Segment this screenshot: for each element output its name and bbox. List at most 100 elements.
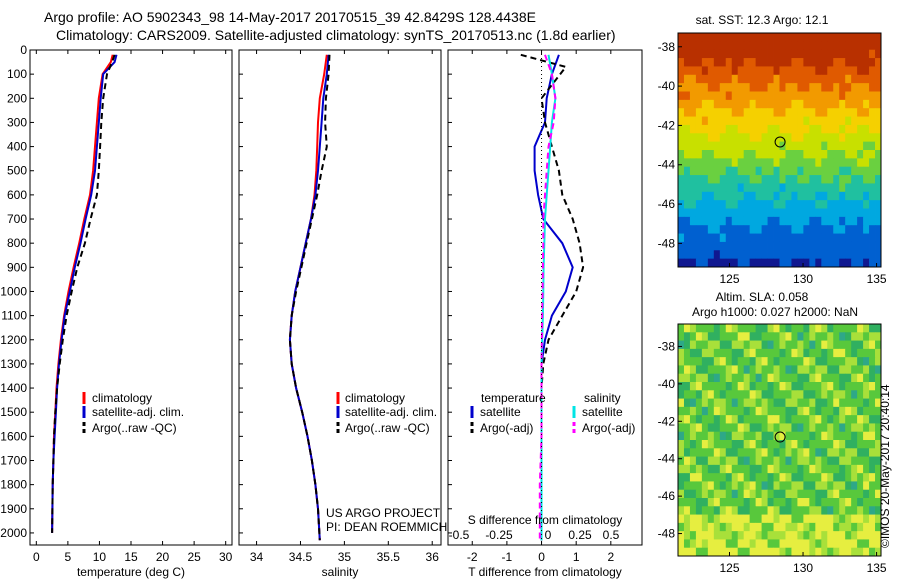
sst_map-cell — [755, 66, 762, 76]
sst_map-cell — [791, 208, 798, 218]
sst_map-cell — [719, 150, 727, 159]
sst_map-cell — [767, 191, 774, 201]
sla_map-cell — [743, 464, 751, 474]
sst_map-cell — [773, 66, 780, 76]
sla_map-cell — [809, 365, 816, 375]
sst_map-cell — [719, 66, 727, 76]
sla_map-cell — [719, 448, 727, 457]
sst_map-cell — [779, 191, 786, 201]
sst_map-cell — [875, 141, 882, 151]
sst_map-cell — [869, 216, 876, 226]
sla_map-cell — [869, 506, 876, 515]
sla_map-cell — [773, 324, 780, 333]
sla_map-cell — [773, 398, 780, 408]
sla_map-cell — [678, 448, 685, 457]
sst_map-ytick-label: -40 — [658, 79, 676, 93]
sst_map-cell — [749, 258, 757, 268]
sla_map-cell — [725, 423, 733, 433]
sla_map-cell — [761, 498, 768, 507]
sst_map-cell — [779, 91, 786, 101]
sla_map-cell — [785, 531, 792, 540]
sla_map-cell — [749, 415, 757, 424]
sst_map-cell — [719, 200, 727, 209]
sst_map-cell — [809, 258, 816, 268]
sst_map-cell — [845, 233, 852, 243]
sla_map-ytick-label: -46 — [658, 489, 676, 503]
sla_map-cell — [791, 324, 798, 333]
sla_map-cell — [761, 489, 768, 499]
sst_map-cell — [701, 258, 709, 268]
sla_map-cell — [791, 357, 798, 366]
sla_map-cell — [827, 547, 834, 557]
sla_map-cell — [779, 522, 786, 532]
sst_map-cell — [815, 74, 822, 84]
sla_map-cell — [761, 332, 768, 341]
sst_map-cell — [797, 33, 804, 42]
sla_map-cell — [785, 506, 792, 515]
sla_map-cell — [779, 406, 786, 416]
sst_map-cell — [821, 99, 828, 109]
sla_map-cell — [689, 514, 697, 524]
sla_map-cell — [725, 547, 733, 557]
sla_map-cell — [749, 398, 757, 408]
sst_map-cell — [845, 208, 852, 218]
sst_map-cell — [755, 175, 762, 184]
sst_map-cell — [863, 158, 870, 168]
sla_map-cell — [845, 514, 852, 524]
sla_map-cell — [731, 348, 739, 358]
sst_map-cell — [857, 258, 864, 268]
sla_map-cell — [731, 423, 739, 433]
sla_map-cell — [767, 415, 774, 424]
sla_map-cell — [875, 365, 882, 375]
sla_map-cell — [725, 498, 733, 507]
difference-top-tick-label: 0.5 — [603, 528, 620, 542]
sla_map-cell — [707, 340, 715, 350]
sla_map-cell — [695, 473, 703, 482]
sla_map-cell — [773, 406, 780, 416]
sla_map-cell — [839, 390, 846, 399]
sla_map-cell — [875, 448, 882, 457]
sst_map-cell — [695, 166, 703, 176]
sla_map-cell — [678, 431, 685, 441]
sla_map-cell — [821, 332, 828, 341]
sla_map-cell — [785, 464, 792, 474]
sst_map-cell — [851, 91, 858, 101]
sla_map-cell — [851, 473, 858, 482]
sla_map-cell — [749, 357, 757, 366]
sst_map-cell — [678, 141, 685, 151]
sst_map-cell — [713, 208, 721, 218]
sst_map-cell — [797, 158, 804, 168]
sla_map-cell — [839, 332, 846, 341]
sst_map-cell — [857, 225, 864, 234]
sst_map-cell — [833, 216, 840, 226]
sla_map-cell — [678, 481, 685, 491]
sst_map-cell — [785, 175, 792, 184]
sst_map-cell — [809, 58, 816, 67]
sst_map-cell — [851, 216, 858, 226]
sla_map-cell — [803, 473, 810, 482]
sst_map-cell — [875, 108, 882, 117]
sst_map-cell — [773, 191, 780, 201]
sst_map-cell — [743, 191, 751, 201]
sst_map-cell — [827, 250, 834, 260]
sst_map-cell — [839, 83, 846, 92]
sla_map-cell — [833, 448, 840, 457]
sst_map-cell — [695, 91, 703, 101]
sst_map-cell — [701, 200, 709, 209]
sst_map-cell — [797, 41, 804, 51]
sst_map-cell — [863, 250, 870, 260]
sst_map-cell — [761, 141, 768, 151]
sla_map-cell — [755, 539, 762, 549]
sst_map-cell — [797, 74, 804, 84]
sla_map-cell — [749, 464, 757, 474]
sla_map-cell — [761, 431, 768, 441]
sst_map-cell — [869, 41, 876, 51]
sla_map-cell — [731, 522, 739, 532]
sla_map-cell — [707, 522, 715, 532]
sla_map-cell — [797, 456, 804, 466]
sst_map-cell — [707, 225, 715, 234]
sla_map-cell — [809, 489, 816, 499]
sla_map-cell — [815, 473, 822, 482]
sla_map-cell — [869, 415, 876, 424]
sla_map-cell — [857, 489, 864, 499]
